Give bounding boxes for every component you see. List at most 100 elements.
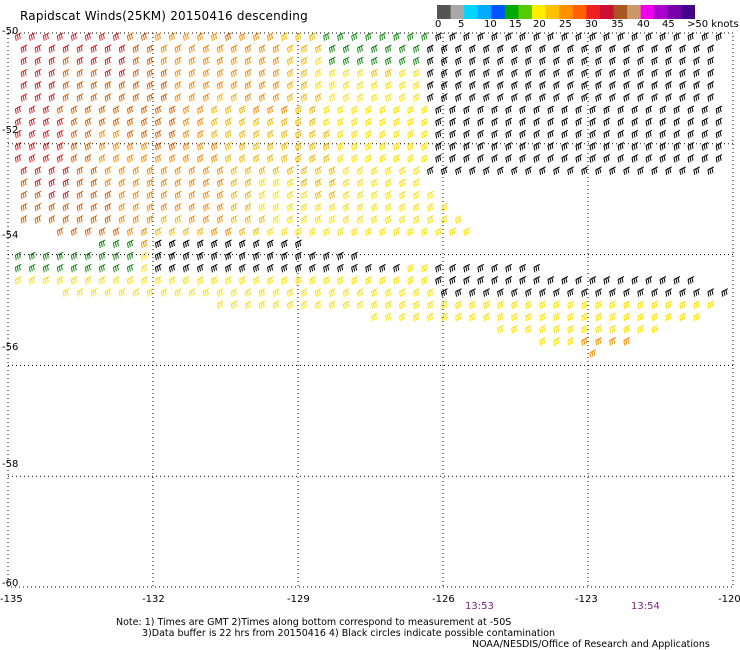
wind-barb xyxy=(258,56,266,66)
wind-barb xyxy=(567,81,574,90)
wind-barb xyxy=(34,93,42,102)
wind-barb xyxy=(371,178,378,188)
wind-barb xyxy=(90,81,98,90)
wind-barb xyxy=(28,117,36,127)
wind-barb xyxy=(98,154,106,163)
wind-barb xyxy=(272,190,280,200)
wind-barb xyxy=(356,166,364,175)
wind-barb xyxy=(272,56,280,66)
wind-barb xyxy=(168,227,176,236)
wind-barb xyxy=(379,154,386,163)
wind-barb xyxy=(525,44,532,54)
wind-barb xyxy=(225,251,232,261)
wind-barb xyxy=(182,129,190,139)
wind-barb xyxy=(168,32,176,41)
wind-barb xyxy=(132,56,140,66)
wind-barb xyxy=(707,93,715,102)
wind-barb xyxy=(623,324,631,334)
wind-barb xyxy=(679,81,687,90)
wind-barb xyxy=(623,68,631,78)
wind-barb xyxy=(84,227,92,236)
wind-barb xyxy=(62,44,70,54)
wind-barb xyxy=(84,129,92,139)
wind-barb xyxy=(609,68,616,78)
wind-barb xyxy=(413,44,420,54)
wind-barb xyxy=(197,227,204,236)
wind-barb xyxy=(701,32,709,41)
wind-barb xyxy=(267,239,274,249)
wind-barb xyxy=(533,142,541,151)
wind-barb xyxy=(98,32,106,41)
wind-barb xyxy=(539,56,546,66)
wind-barb xyxy=(70,263,78,273)
wind-barb xyxy=(328,178,336,188)
wind-barb xyxy=(84,263,92,273)
wind-barb xyxy=(351,276,358,285)
wind-barb xyxy=(104,93,112,102)
wind-barb xyxy=(651,166,659,175)
wind-barb xyxy=(623,56,631,66)
wind-barb xyxy=(721,288,729,297)
wind-barb xyxy=(651,312,659,322)
wind-barb xyxy=(589,129,597,139)
wind-barb xyxy=(707,68,715,78)
wind-barb xyxy=(637,56,645,66)
wind-barb xyxy=(449,117,457,127)
wind-barb xyxy=(553,56,560,66)
wind-barb xyxy=(295,129,302,139)
wind-barb xyxy=(659,105,667,114)
wind-barb xyxy=(427,190,434,200)
wind-barb xyxy=(118,190,126,200)
wind-barb xyxy=(84,32,92,41)
wind-barb xyxy=(449,105,457,114)
colorbar-swatch xyxy=(450,5,465,19)
wind-barb xyxy=(483,81,490,90)
wind-barb xyxy=(449,142,457,151)
wind-barb xyxy=(539,288,546,297)
wind-barb xyxy=(160,178,168,188)
wind-barb xyxy=(174,166,182,175)
wind-barb xyxy=(126,263,134,273)
wind-barb xyxy=(48,93,56,102)
wind-barb xyxy=(337,129,344,139)
wind-barb xyxy=(441,288,448,297)
wind-barb xyxy=(637,81,645,90)
wind-barb xyxy=(371,288,378,297)
wind-barb xyxy=(295,263,302,273)
wind-barb xyxy=(581,166,588,175)
wind-barb xyxy=(230,68,238,78)
wind-barb xyxy=(146,190,154,200)
wind-barb xyxy=(267,105,274,114)
wind-barb xyxy=(202,93,210,102)
wind-barb xyxy=(239,32,246,41)
wind-barb xyxy=(132,166,140,175)
wind-barb xyxy=(182,227,190,236)
wind-barb xyxy=(42,117,50,127)
wind-barb xyxy=(281,105,288,114)
wind-barb xyxy=(211,227,218,236)
wind-barb xyxy=(371,81,378,90)
wind-barb xyxy=(90,178,98,188)
wind-barb xyxy=(631,129,639,139)
wind-barb xyxy=(300,300,308,309)
wind-barb xyxy=(48,81,56,90)
wind-barb xyxy=(603,154,611,163)
wind-barb xyxy=(62,81,70,90)
wind-barb xyxy=(435,227,442,236)
wind-barb xyxy=(665,44,673,54)
wind-barb xyxy=(407,117,414,127)
wind-barb xyxy=(399,300,406,309)
wind-barb xyxy=(693,44,701,54)
wind-barb xyxy=(393,105,400,114)
wind-barb xyxy=(34,68,42,78)
colorbar-labels: 0 5 10 15 20 25 30 35 40 45 >50 knots xyxy=(430,19,740,33)
wind-barb xyxy=(385,68,392,78)
wind-barb xyxy=(126,227,134,236)
wind-barb xyxy=(399,312,406,322)
wind-barb xyxy=(56,276,64,285)
colorbar-swatch xyxy=(654,5,669,19)
wind-barb xyxy=(34,44,42,54)
wind-barb xyxy=(687,105,695,114)
wind-barb xyxy=(603,117,611,127)
colorbar-swatch xyxy=(491,5,506,19)
